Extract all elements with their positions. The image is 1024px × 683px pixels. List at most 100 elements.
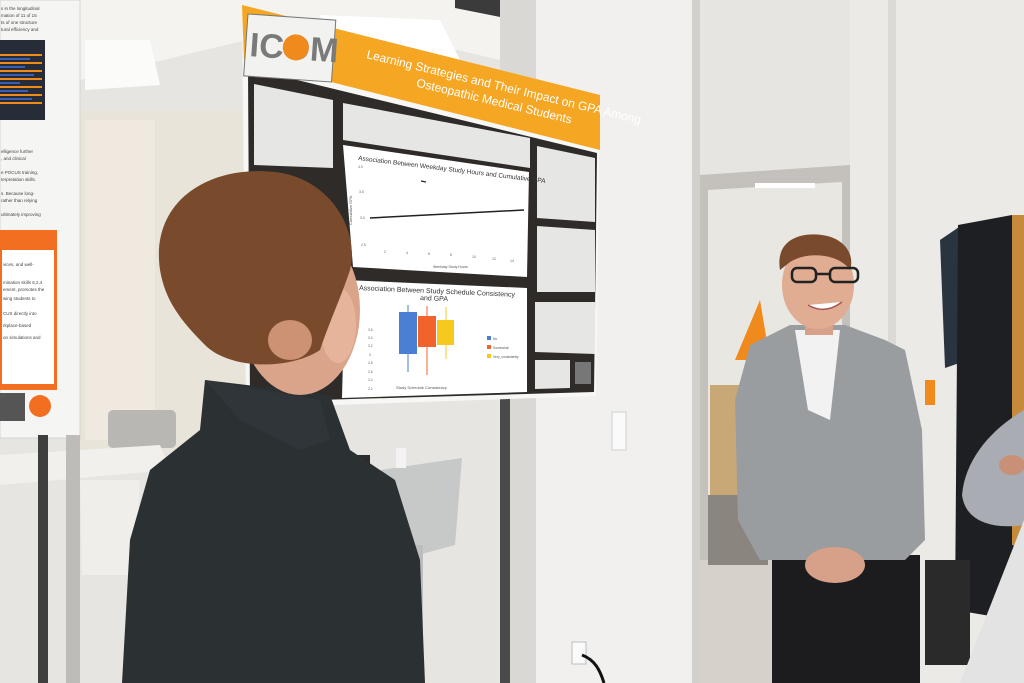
legend-label: Somewhat xyxy=(493,346,509,350)
references-box xyxy=(535,360,570,389)
hair xyxy=(158,171,352,365)
person-arm-right xyxy=(962,410,1024,527)
equipment-cart xyxy=(925,560,970,665)
poster-text: ultimately improving xyxy=(1,212,41,217)
y-axis-label: Cumulative GPA xyxy=(348,195,353,225)
x-tick: 6 xyxy=(428,252,430,256)
chart-weekday-study-hours: Association Between Weekday Study Hours … xyxy=(343,145,547,277)
bottle xyxy=(396,448,406,468)
poster-text: elligence further xyxy=(1,149,34,154)
face xyxy=(782,241,854,329)
chart-study-schedule-consistency: Association Between Study Schedule Consi… xyxy=(342,280,527,398)
y-tick: 3.0 xyxy=(360,216,365,220)
table-side xyxy=(80,480,140,575)
chart-title: and GPA xyxy=(420,295,448,303)
poster-text: CUS directly into xyxy=(3,311,37,316)
y-tick: 2.8 xyxy=(368,361,373,365)
y-tick: 2.4 xyxy=(368,378,373,382)
x-axis-label: Study Schedule Consistency xyxy=(396,385,447,390)
poster-text: rather than relying xyxy=(1,198,38,203)
hands xyxy=(805,547,865,583)
inner-ceiling-light xyxy=(755,183,815,188)
left-poster: s in the longitudinal mation of 11 of 15… xyxy=(0,0,81,683)
poster-text: on simulations and xyxy=(3,335,41,340)
poster-text: s in the longitudinal xyxy=(1,6,40,11)
x-tick: 4 xyxy=(406,251,408,255)
qr-code-icon xyxy=(575,362,591,384)
poster-text: ts of one structure xyxy=(1,20,38,25)
legend-swatch xyxy=(420,180,427,183)
person-right xyxy=(735,234,925,683)
x-tick: 14 xyxy=(510,259,514,263)
suit-jacket xyxy=(122,380,425,683)
y-tick: 3.4 xyxy=(368,336,373,340)
y-tick: 3 xyxy=(369,353,371,357)
door-jamb xyxy=(692,0,700,683)
poster-stand xyxy=(66,435,80,683)
power-cord xyxy=(581,653,606,683)
poster-text: terpretation skills. xyxy=(1,177,36,182)
caduceus-icon xyxy=(282,34,309,61)
box-very-consistently xyxy=(437,320,454,345)
box-no xyxy=(399,312,417,354)
legend-swatch-somewhat xyxy=(487,345,491,349)
poster-text: e POCUS training, xyxy=(1,170,38,175)
poster-text: tural efficiency and xyxy=(1,27,39,32)
hand xyxy=(999,455,1024,475)
foreground-blur xyxy=(960,520,1024,683)
discussion-box xyxy=(537,226,595,292)
y-tick: 3.2 xyxy=(368,344,373,348)
y-tick: 2.5 xyxy=(361,243,366,247)
ear xyxy=(268,320,312,360)
x-axis-label: Weekday Study Hours xyxy=(433,265,468,269)
poster-text: ement, promotes the xyxy=(3,287,45,292)
smile xyxy=(807,301,843,311)
poster-text: wing students to xyxy=(3,296,36,301)
poster-text: s. Because long- xyxy=(1,191,35,196)
legend-swatch-very-consistently xyxy=(487,354,491,358)
y-tick: 4.0 xyxy=(358,165,363,169)
legend-label: Very_consistently xyxy=(493,355,519,359)
wall-panel xyxy=(85,120,155,440)
tv-stand-screen xyxy=(955,215,1014,620)
suit-collar xyxy=(205,380,330,450)
white-shirt xyxy=(795,330,840,420)
poster-text: mination skills 6,2,4 xyxy=(3,280,43,285)
legend-swatch-no xyxy=(487,336,491,340)
legend-label: No xyxy=(493,337,497,341)
y-tick: 2.2 xyxy=(368,387,373,391)
x-tick: 8 xyxy=(450,253,452,257)
chair-back xyxy=(108,410,176,448)
poster-text: rkplace-based xyxy=(3,323,32,328)
y-tick: 3.6 xyxy=(368,328,373,332)
ceiling-light xyxy=(85,40,160,90)
poster-text: mation of 11 of 15 xyxy=(1,13,37,18)
partition-edge xyxy=(500,395,510,683)
results-box xyxy=(537,146,595,222)
light-switch[interactable] xyxy=(611,411,627,451)
trend-line xyxy=(369,209,525,219)
conclusion-box xyxy=(535,302,595,354)
background-box xyxy=(254,84,333,168)
x-tick: 12 xyxy=(492,257,496,261)
poster-text: vices, and well- xyxy=(3,262,34,267)
caduceus-icon xyxy=(29,395,51,417)
x-tick: 10 xyxy=(472,255,476,259)
hair xyxy=(779,234,852,270)
sign xyxy=(925,380,935,405)
wall-column-edge xyxy=(888,0,896,683)
methods-box xyxy=(343,103,530,168)
wall-outlet xyxy=(571,641,587,665)
qr-code-icon xyxy=(0,393,25,421)
y-tick: 3.5 xyxy=(359,190,364,194)
x-tick: 2 xyxy=(384,250,386,254)
person-left xyxy=(122,171,425,683)
glasses-icon xyxy=(790,266,860,284)
chart-panel xyxy=(343,145,529,277)
box-somewhat xyxy=(418,316,436,347)
icom-logo: ICOM xyxy=(243,13,340,83)
poster-text: , and clinical xyxy=(1,156,26,161)
poster-stand xyxy=(38,435,48,683)
y-tick: 2.6 xyxy=(368,370,373,374)
